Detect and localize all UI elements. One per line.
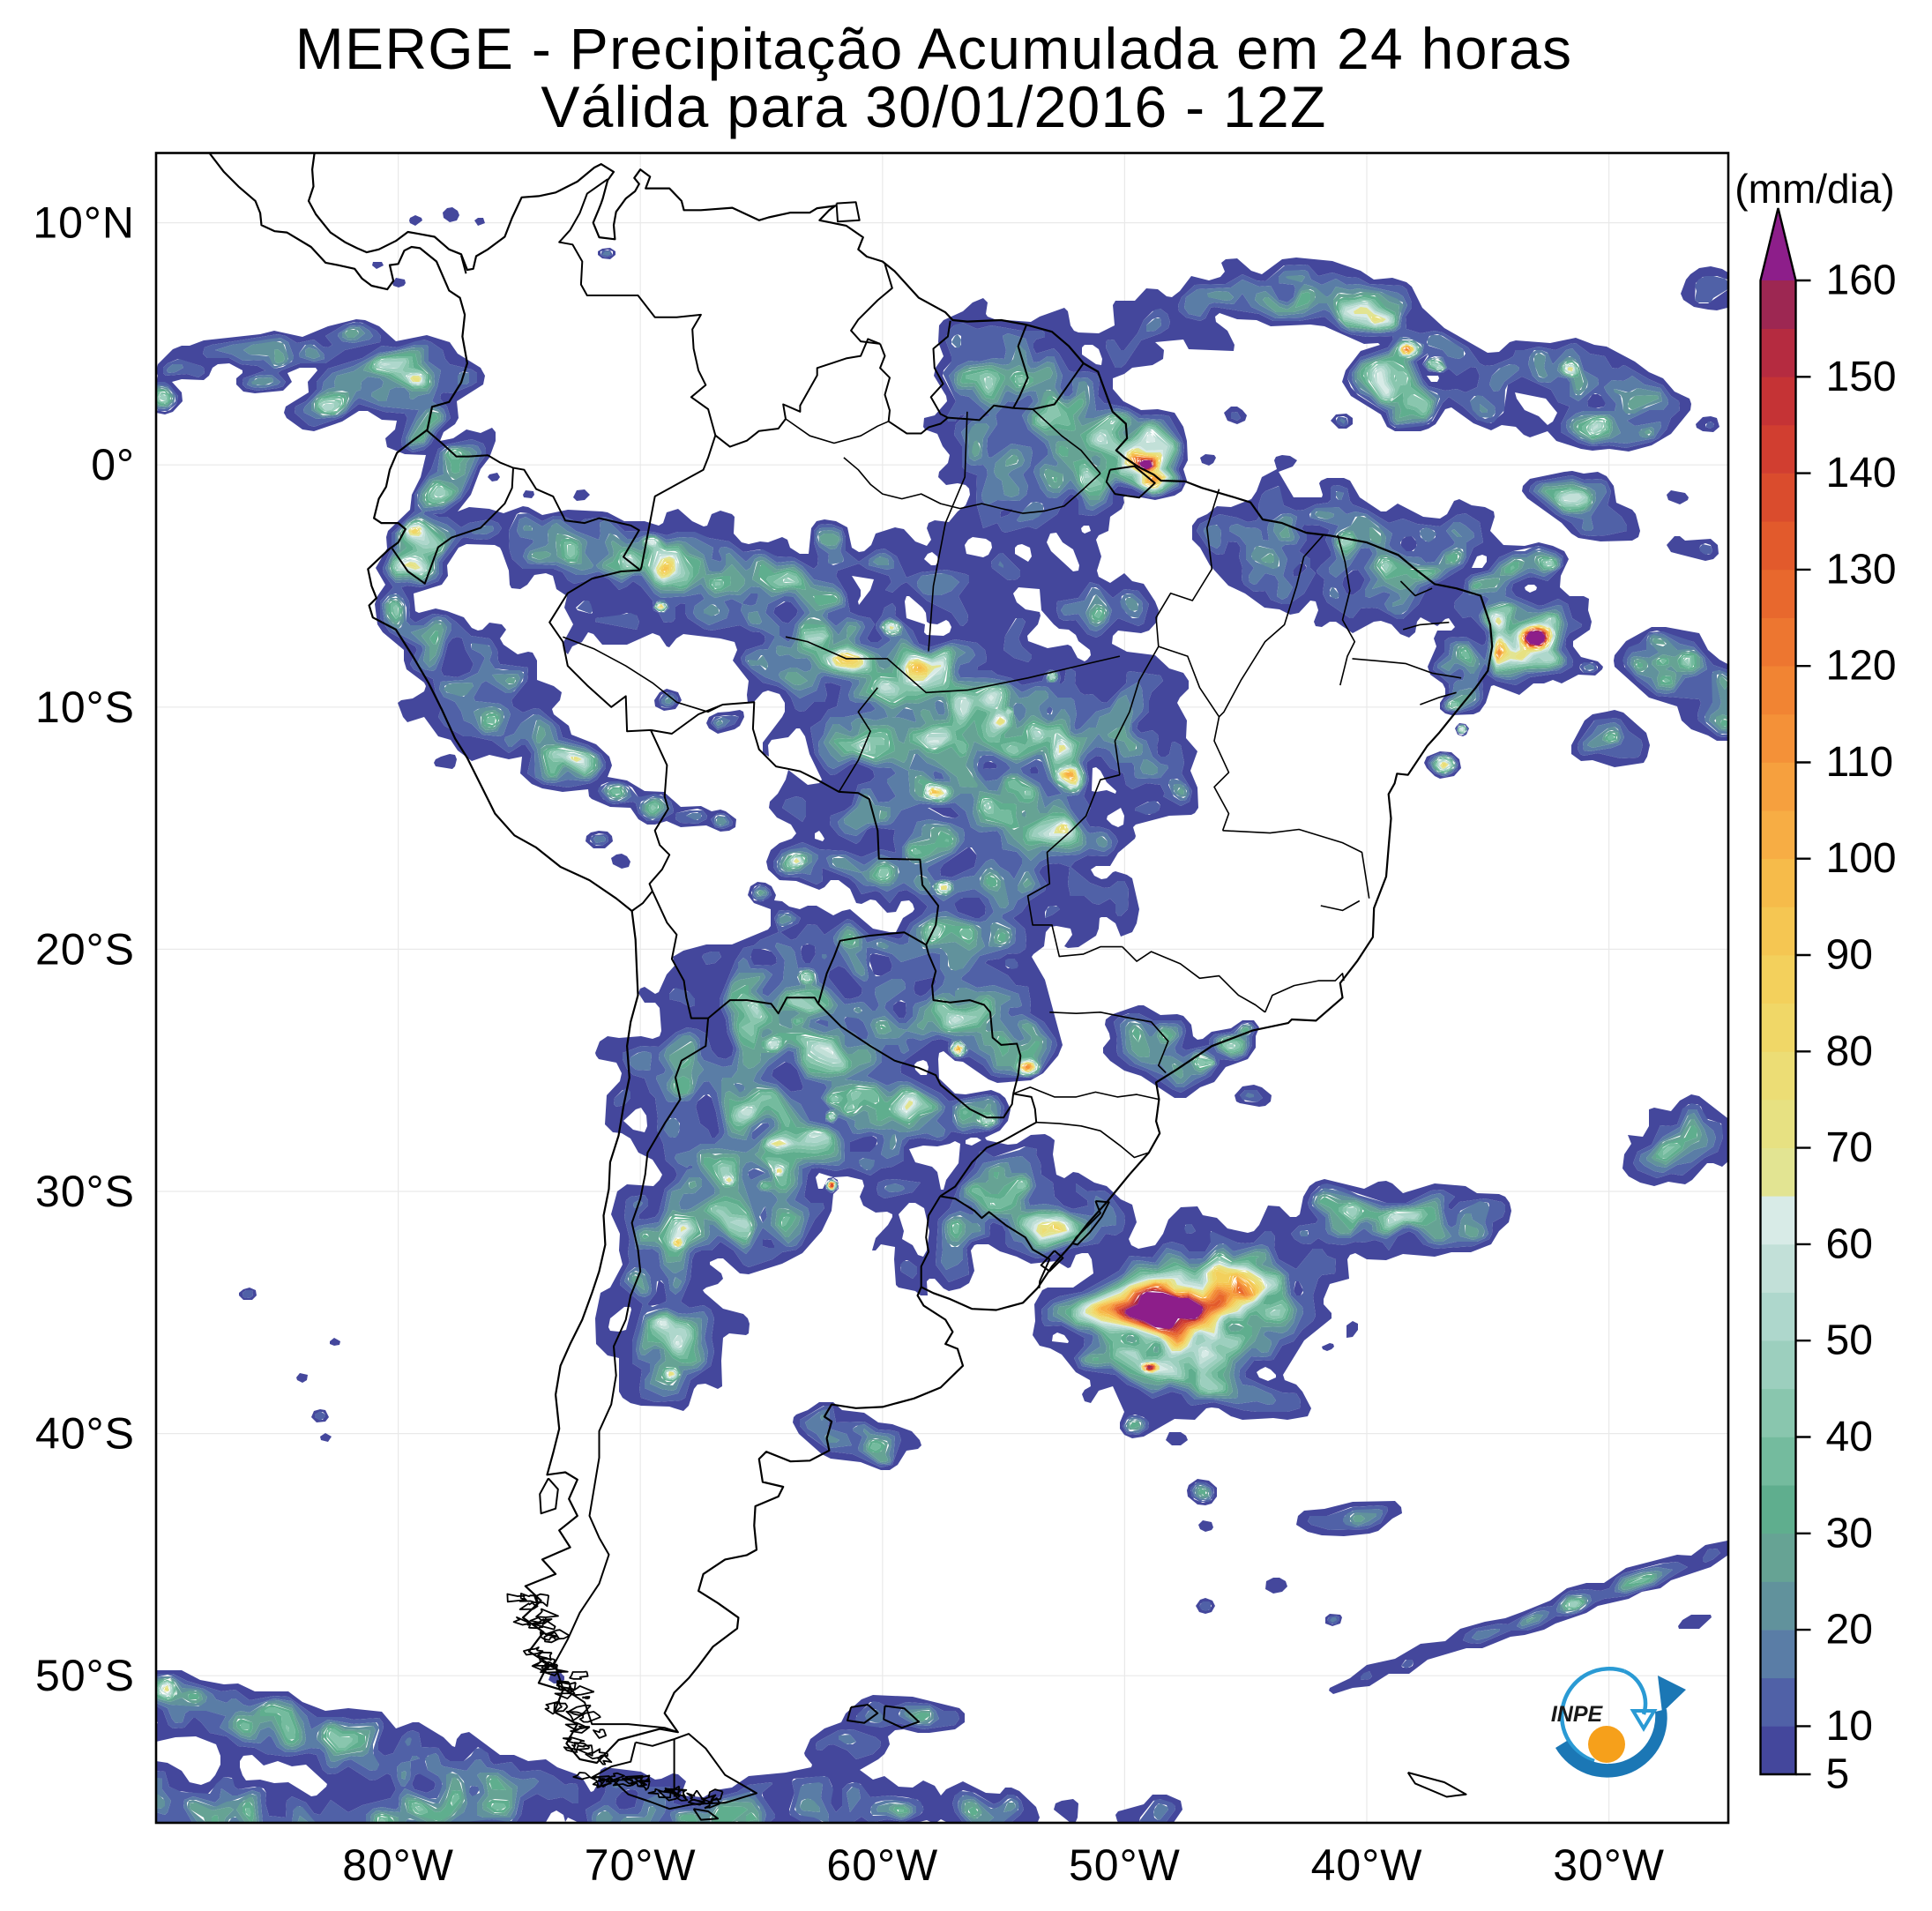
svg-text:60: 60 bbox=[1826, 1221, 1873, 1267]
svg-text:0°: 0° bbox=[91, 440, 135, 489]
svg-text:20: 20 bbox=[1826, 1607, 1873, 1653]
svg-text:140: 140 bbox=[1826, 450, 1897, 496]
svg-text:40°S: 40°S bbox=[35, 1409, 135, 1459]
svg-text:10°S: 10°S bbox=[35, 683, 135, 732]
svg-text:20°S: 20°S bbox=[35, 924, 135, 974]
svg-text:150: 150 bbox=[1826, 354, 1897, 400]
svg-text:5: 5 bbox=[1826, 1751, 1850, 1798]
svg-text:110: 110 bbox=[1826, 739, 1894, 786]
svg-text:50°W: 50°W bbox=[1069, 1840, 1181, 1890]
svg-text:10: 10 bbox=[1826, 1703, 1873, 1750]
svg-text:130: 130 bbox=[1826, 546, 1897, 593]
svg-text:50°S: 50°S bbox=[35, 1651, 135, 1700]
svg-text:Válida para 30/01/2016 - 12Z: Válida para 30/01/2016 - 12Z bbox=[541, 74, 1326, 139]
svg-text:MERGE - Precipitação Acumulada: MERGE - Precipitação Acumulada em 24 hor… bbox=[295, 16, 1573, 81]
svg-text:160: 160 bbox=[1826, 258, 1897, 304]
svg-text:30: 30 bbox=[1826, 1510, 1873, 1556]
svg-text:50: 50 bbox=[1826, 1318, 1873, 1364]
svg-text:70°W: 70°W bbox=[585, 1840, 697, 1890]
svg-text:30°W: 30°W bbox=[1553, 1840, 1665, 1890]
svg-text:30°S: 30°S bbox=[35, 1167, 135, 1216]
svg-text:INPE: INPE bbox=[1551, 1702, 1604, 1727]
svg-text:70: 70 bbox=[1826, 1124, 1873, 1171]
svg-text:40°W: 40°W bbox=[1311, 1840, 1423, 1890]
svg-text:(mm/dia): (mm/dia) bbox=[1734, 166, 1894, 212]
svg-text:100: 100 bbox=[1826, 835, 1897, 882]
svg-text:40: 40 bbox=[1826, 1414, 1873, 1460]
svg-text:80: 80 bbox=[1826, 1028, 1873, 1075]
svg-text:80°W: 80°W bbox=[342, 1840, 454, 1890]
svg-text:10°N: 10°N bbox=[33, 198, 135, 248]
svg-text:90: 90 bbox=[1826, 932, 1873, 979]
svg-text:120: 120 bbox=[1826, 643, 1897, 690]
svg-text:60°W: 60°W bbox=[826, 1840, 938, 1890]
